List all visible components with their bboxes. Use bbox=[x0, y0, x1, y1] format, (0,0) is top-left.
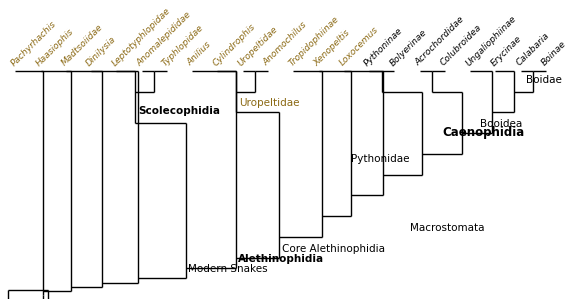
Text: Erycinае: Erycinае bbox=[489, 34, 523, 68]
Text: Dinilysia: Dinilysia bbox=[85, 34, 118, 68]
Text: Leptotyphlopidae: Leptotyphlopidae bbox=[110, 6, 172, 68]
Text: Alethinophidia: Alethinophidia bbox=[238, 254, 324, 264]
Text: Typhlopidae: Typhlopidae bbox=[160, 23, 206, 68]
Text: Haasiophis: Haasiophis bbox=[34, 27, 76, 68]
Text: Anomochilus: Anomochilus bbox=[262, 20, 309, 68]
Text: Scolecophidia: Scolecophidia bbox=[138, 107, 220, 117]
Text: Macrostomata: Macrostomata bbox=[410, 223, 485, 233]
Text: Caenophidia: Caenophidia bbox=[442, 126, 524, 139]
Text: Uropeltidae: Uropeltidae bbox=[237, 24, 280, 68]
Text: Booidea: Booidea bbox=[480, 119, 522, 129]
Text: Calabaria: Calabaria bbox=[514, 31, 551, 68]
Text: Uropeltidae: Uropeltidae bbox=[239, 98, 300, 108]
Text: Pythoninae: Pythoninae bbox=[363, 26, 405, 68]
Text: Anilius: Anilius bbox=[186, 40, 213, 68]
Text: Xenopeltis: Xenopeltis bbox=[312, 28, 352, 68]
Text: Boinae: Boinae bbox=[540, 40, 568, 68]
Text: Core Alethinophidia: Core Alethinophidia bbox=[282, 243, 384, 254]
Text: Bolyerinae: Bolyerinae bbox=[388, 27, 428, 68]
Text: Ungaliophiinae: Ungaliophiinae bbox=[464, 14, 518, 68]
Text: Pachyrhachis: Pachyrhachis bbox=[9, 19, 58, 68]
Text: Boidae: Boidae bbox=[525, 75, 562, 85]
Text: Cylindrophis: Cylindrophis bbox=[211, 22, 257, 68]
Text: Acrochordidae: Acrochordidae bbox=[413, 15, 466, 68]
Text: Colubroidea: Colubroidea bbox=[438, 23, 483, 68]
Text: Madtsoiidae: Madtsoiidae bbox=[60, 23, 104, 68]
Text: Tropidophiinae: Tropidophiinae bbox=[287, 14, 340, 68]
Text: Loxocemus: Loxocemus bbox=[337, 25, 380, 68]
Text: Anomalepididae: Anomalepididae bbox=[135, 10, 193, 68]
Text: Modern Snakes: Modern Snakes bbox=[188, 264, 268, 274]
Text: Pythonidae: Pythonidae bbox=[351, 154, 410, 164]
